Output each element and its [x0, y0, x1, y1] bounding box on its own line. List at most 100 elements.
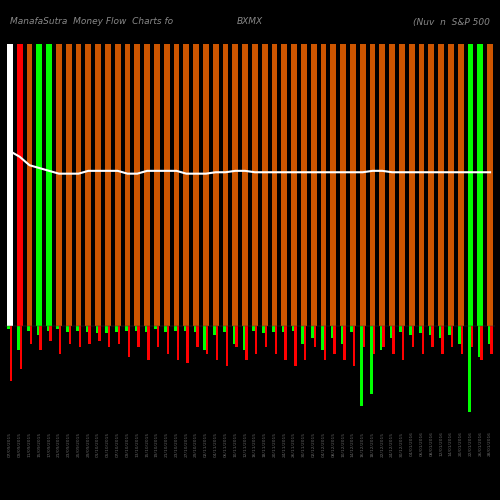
- Bar: [154, 44, 160, 326]
- Bar: [144, 326, 147, 332]
- Bar: [232, 44, 238, 326]
- Bar: [380, 326, 382, 350]
- Bar: [17, 44, 22, 326]
- Bar: [418, 44, 424, 326]
- Bar: [468, 326, 470, 412]
- Bar: [311, 44, 316, 326]
- Bar: [370, 44, 376, 326]
- Bar: [488, 326, 490, 344]
- Bar: [382, 326, 385, 347]
- Bar: [7, 44, 13, 326]
- Bar: [409, 326, 412, 335]
- Bar: [334, 326, 336, 353]
- Bar: [468, 44, 473, 326]
- Bar: [203, 44, 209, 326]
- Text: ManafaSutra  Money Flow  Charts fo: ManafaSutra Money Flow Charts fo: [10, 18, 173, 26]
- Bar: [409, 44, 414, 326]
- Bar: [490, 326, 492, 353]
- Bar: [245, 326, 248, 360]
- Bar: [321, 326, 324, 350]
- Bar: [164, 44, 170, 326]
- Bar: [138, 326, 140, 347]
- Bar: [213, 44, 218, 326]
- Bar: [458, 44, 464, 326]
- Bar: [184, 326, 186, 330]
- Bar: [282, 44, 287, 326]
- Bar: [291, 44, 297, 326]
- Bar: [166, 326, 169, 353]
- Bar: [343, 326, 345, 360]
- Bar: [233, 326, 235, 344]
- Bar: [56, 44, 62, 326]
- Bar: [95, 44, 101, 326]
- Bar: [353, 326, 356, 366]
- Bar: [402, 326, 404, 360]
- Bar: [108, 326, 110, 347]
- Bar: [441, 326, 444, 353]
- Bar: [320, 44, 326, 326]
- Bar: [451, 326, 454, 347]
- Bar: [236, 326, 238, 347]
- Bar: [304, 326, 306, 360]
- Bar: [68, 326, 71, 344]
- Bar: [26, 44, 32, 326]
- Bar: [184, 44, 189, 326]
- Bar: [272, 326, 274, 332]
- Bar: [438, 326, 441, 338]
- Bar: [88, 326, 91, 344]
- Bar: [76, 44, 82, 326]
- Bar: [458, 326, 460, 344]
- Bar: [438, 44, 444, 326]
- Bar: [314, 326, 316, 347]
- Bar: [272, 44, 278, 326]
- Bar: [174, 326, 176, 330]
- Bar: [174, 44, 180, 326]
- Bar: [432, 326, 434, 347]
- Bar: [428, 44, 434, 326]
- Bar: [448, 44, 454, 326]
- Bar: [399, 44, 405, 326]
- Bar: [301, 44, 307, 326]
- Bar: [282, 326, 284, 332]
- Bar: [194, 326, 196, 332]
- Bar: [350, 44, 356, 326]
- Text: BXMX: BXMX: [237, 18, 263, 26]
- Bar: [252, 44, 258, 326]
- Bar: [480, 326, 483, 360]
- Bar: [17, 326, 20, 350]
- Bar: [412, 326, 414, 347]
- Bar: [262, 44, 268, 326]
- Bar: [20, 326, 22, 369]
- Bar: [106, 326, 108, 333]
- Bar: [36, 44, 42, 326]
- Bar: [360, 44, 366, 326]
- Bar: [390, 326, 392, 338]
- Bar: [350, 326, 353, 332]
- Bar: [125, 326, 128, 330]
- Bar: [116, 326, 117, 332]
- Bar: [340, 326, 343, 344]
- Bar: [30, 326, 32, 344]
- Bar: [56, 326, 59, 329]
- Bar: [115, 44, 120, 326]
- Bar: [478, 326, 480, 356]
- Bar: [8, 326, 10, 329]
- Bar: [49, 326, 51, 341]
- Bar: [124, 44, 130, 326]
- Bar: [186, 326, 189, 362]
- Bar: [331, 326, 334, 338]
- Bar: [242, 44, 248, 326]
- Bar: [222, 44, 228, 326]
- Bar: [470, 326, 473, 347]
- Bar: [154, 326, 157, 329]
- Bar: [86, 44, 91, 326]
- Bar: [214, 326, 216, 335]
- Bar: [460, 326, 463, 353]
- Bar: [204, 326, 206, 350]
- Bar: [128, 326, 130, 356]
- Bar: [448, 326, 451, 335]
- Bar: [302, 326, 304, 344]
- Bar: [59, 326, 62, 353]
- Bar: [40, 326, 42, 350]
- Bar: [118, 326, 120, 344]
